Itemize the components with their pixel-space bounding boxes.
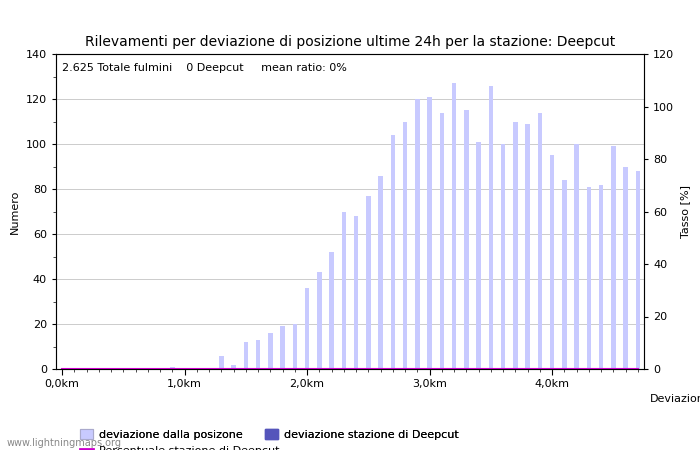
Bar: [575, 144, 579, 369]
Bar: [440, 112, 444, 369]
Text: 2.625 Totale fulmini    0 Deepcut     mean ratio: 0%: 2.625 Totale fulmini 0 Deepcut mean rati…: [62, 63, 346, 73]
Bar: [550, 155, 554, 369]
Text: Deviazioni: Deviazioni: [650, 394, 700, 404]
Bar: [342, 212, 346, 369]
Bar: [452, 83, 456, 369]
Bar: [415, 99, 419, 369]
Bar: [244, 342, 248, 369]
Bar: [232, 364, 236, 369]
Bar: [562, 180, 566, 369]
Bar: [513, 122, 517, 369]
Bar: [391, 135, 395, 369]
Bar: [477, 142, 481, 369]
Bar: [293, 324, 297, 369]
Bar: [636, 171, 640, 369]
Bar: [611, 146, 615, 369]
Bar: [587, 187, 591, 369]
Bar: [379, 176, 383, 369]
Bar: [538, 112, 542, 369]
Bar: [428, 97, 432, 369]
Bar: [526, 124, 530, 369]
Y-axis label: Numero: Numero: [10, 189, 20, 234]
Bar: [305, 288, 309, 369]
Bar: [268, 333, 272, 369]
Bar: [219, 356, 223, 369]
Bar: [354, 216, 358, 369]
Bar: [330, 252, 334, 369]
Bar: [489, 86, 493, 369]
Text: www.lightningmaps.org: www.lightningmaps.org: [7, 438, 122, 448]
Bar: [170, 367, 174, 369]
Bar: [256, 340, 260, 369]
Bar: [624, 166, 628, 369]
Bar: [501, 144, 505, 369]
Bar: [464, 110, 468, 369]
Legend: deviazione dalla posizone, deviazione stazione di Deepcut: deviazione dalla posizone, deviazione st…: [76, 425, 463, 445]
Legend: Percentuale stazione di Deepcut: Percentuale stazione di Deepcut: [76, 441, 284, 450]
Bar: [403, 122, 407, 369]
Bar: [599, 184, 603, 369]
Bar: [281, 326, 285, 369]
Bar: [317, 272, 321, 369]
Title: Rilevamenti per deviazione di posizione ultime 24h per la stazione: Deepcut: Rilevamenti per deviazione di posizione …: [85, 35, 615, 49]
Bar: [366, 196, 370, 369]
Y-axis label: Tasso [%]: Tasso [%]: [680, 185, 689, 238]
